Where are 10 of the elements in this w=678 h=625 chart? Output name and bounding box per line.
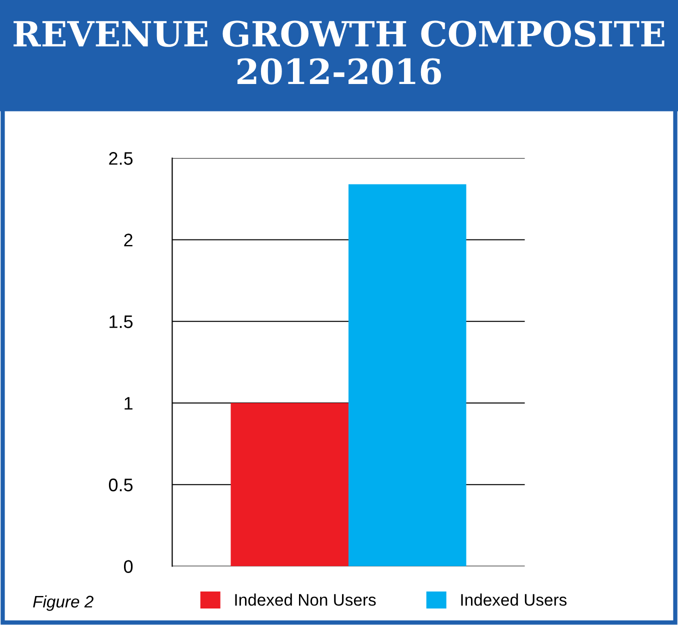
y-tick-label: 2.5 bbox=[109, 152, 133, 165]
y-tick-label: 2 bbox=[124, 234, 132, 246]
caption: Figure 2 bbox=[33, 595, 94, 611]
y-tick-label: 1 bbox=[124, 397, 132, 410]
y-tick-label: 0.5 bbox=[108, 478, 133, 492]
chart-title: REVENUE GROWTH COMPOSITE 2012-2016 bbox=[14, 20, 664, 84]
legend-label: Indexed Users bbox=[461, 594, 567, 606]
y-tick-label: 1.5 bbox=[110, 315, 133, 328]
legend-label: Indexed Non Users bbox=[235, 594, 376, 606]
y-tick-label: 0 bbox=[124, 560, 133, 573]
